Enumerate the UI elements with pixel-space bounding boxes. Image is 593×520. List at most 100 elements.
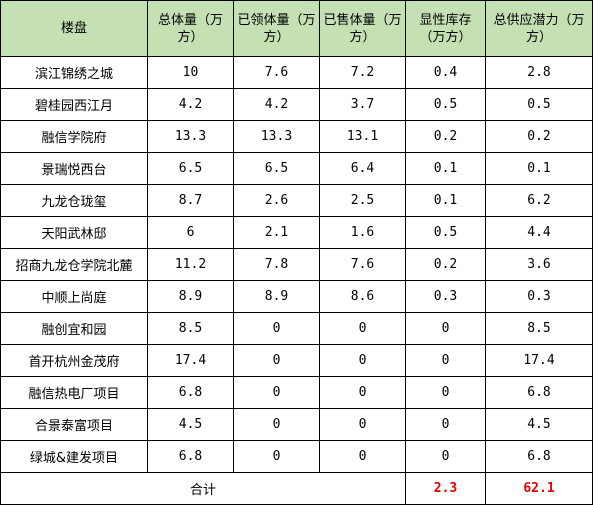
table-row: 绿城&建发项目 6.8 0 0 0 6.8 xyxy=(0,440,593,473)
table-row: 九龙仓珑玺 8.7 2.6 2.5 0.1 6.2 xyxy=(0,184,593,217)
table-row: 融信热电厂项目 6.8 0 0 0 6.8 xyxy=(0,376,593,409)
inventory-cell: 0.4 xyxy=(405,56,486,89)
total-volume-cell: 8.9 xyxy=(147,280,234,313)
project-name-cell: 中顺上尚庭 xyxy=(0,280,148,313)
total-volume-cell: 6.5 xyxy=(147,152,234,185)
inventory-cell: 0.5 xyxy=(405,216,486,249)
total-volume-cell: 8.5 xyxy=(147,312,234,345)
licensed-volume-cell: 8.9 xyxy=(233,280,320,313)
sold-volume-cell: 0 xyxy=(319,376,406,409)
col-header-supply-potential: 总供应潜力（万方） xyxy=(485,0,593,57)
supply-potential-cell: 0.1 xyxy=(485,152,593,185)
project-name-cell: 招商九龙仓学院北麓 xyxy=(0,248,148,281)
inventory-cell: 0.5 xyxy=(405,88,486,121)
sold-volume-cell: 7.2 xyxy=(319,56,406,89)
supply-table: 楼盘 总体量（万方） 已领体量（万方） 已售体量（万方） 显性库存（万方） 总供… xyxy=(0,0,593,505)
project-name-cell: 景瑞悦西台 xyxy=(0,152,148,185)
sold-volume-cell: 1.6 xyxy=(319,216,406,249)
project-name-cell: 融信学院府 xyxy=(0,120,148,153)
sold-volume-cell: 13.1 xyxy=(319,120,406,153)
licensed-volume-cell: 0 xyxy=(233,312,320,345)
total-inventory: 2.3 xyxy=(405,472,486,505)
supply-potential-cell: 8.5 xyxy=(485,312,593,345)
total-volume-cell: 4.2 xyxy=(147,88,234,121)
supply-potential-cell: 17.4 xyxy=(485,344,593,377)
total-volume-cell: 10 xyxy=(147,56,234,89)
project-name-cell: 融信热电厂项目 xyxy=(0,376,148,409)
licensed-volume-cell: 0 xyxy=(233,344,320,377)
table-row: 碧桂园西江月 4.2 4.2 3.7 0.5 0.5 xyxy=(0,88,593,121)
licensed-volume-cell: 2.6 xyxy=(233,184,320,217)
sold-volume-cell: 7.6 xyxy=(319,248,406,281)
inventory-cell: 0 xyxy=(405,408,486,441)
licensed-volume-cell: 2.1 xyxy=(233,216,320,249)
sold-volume-cell: 2.5 xyxy=(319,184,406,217)
sold-volume-cell: 6.4 xyxy=(319,152,406,185)
col-header-sold-volume: 已售体量（万方） xyxy=(319,0,406,57)
table-row: 天阳武林邸 6 2.1 1.6 0.5 4.4 xyxy=(0,216,593,249)
project-name-cell: 首开杭州金茂府 xyxy=(0,344,148,377)
total-row: 合计 2.3 62.1 xyxy=(0,472,593,505)
inventory-cell: 0.1 xyxy=(405,152,486,185)
header-row: 楼盘 总体量（万方） 已领体量（万方） 已售体量（万方） 显性库存（万方） 总供… xyxy=(0,0,593,57)
project-name-cell: 融创宜和园 xyxy=(0,312,148,345)
supply-potential-cell: 6.2 xyxy=(485,184,593,217)
project-name-cell: 碧桂园西江月 xyxy=(0,88,148,121)
table-row: 融信学院府 13.3 13.3 13.1 0.2 0.2 xyxy=(0,120,593,153)
supply-potential-cell: 4.4 xyxy=(485,216,593,249)
project-name-cell: 绿城&建发项目 xyxy=(0,440,148,473)
sold-volume-cell: 0 xyxy=(319,408,406,441)
supply-potential-cell: 3.6 xyxy=(485,248,593,281)
licensed-volume-cell: 13.3 xyxy=(233,120,320,153)
inventory-cell: 0 xyxy=(405,440,486,473)
total-volume-cell: 11.2 xyxy=(147,248,234,281)
col-header-inventory: 显性库存（万方） xyxy=(405,0,486,57)
project-name-cell: 合景泰富项目 xyxy=(0,408,148,441)
licensed-volume-cell: 0 xyxy=(233,440,320,473)
total-volume-cell: 17.4 xyxy=(147,344,234,377)
total-volume-cell: 6.8 xyxy=(147,440,234,473)
total-supply: 62.1 xyxy=(485,472,593,505)
inventory-cell: 0 xyxy=(405,376,486,409)
col-header-total-volume: 总体量（万方） xyxy=(147,0,234,57)
sold-volume-cell: 3.7 xyxy=(319,88,406,121)
inventory-cell: 0.1 xyxy=(405,184,486,217)
table-row: 融创宜和园 8.5 0 0 0 8.5 xyxy=(0,312,593,345)
supply-potential-cell: 0.5 xyxy=(485,88,593,121)
table-body: 滨江锦绣之城 10 7.6 7.2 0.4 2.8 碧桂园西江月 4.2 4.2 3.7 0.5 0.… xyxy=(0,56,593,473)
licensed-volume-cell: 7.6 xyxy=(233,56,320,89)
table-row: 合景泰富项目 4.5 0 0 0 4.5 xyxy=(0,408,593,441)
licensed-volume-cell: 0 xyxy=(233,376,320,409)
inventory-cell: 0 xyxy=(405,312,486,345)
supply-potential-cell: 2.8 xyxy=(485,56,593,89)
table-row: 中顺上尚庭 8.9 8.9 8.6 0.3 0.3 xyxy=(0,280,593,313)
table-row: 招商九龙仓学院北麓 11.2 7.8 7.6 0.2 3.6 xyxy=(0,248,593,281)
total-volume-cell: 4.5 xyxy=(147,408,234,441)
supply-potential-cell: 4.5 xyxy=(485,408,593,441)
sold-volume-cell: 0 xyxy=(319,344,406,377)
inventory-cell: 0.2 xyxy=(405,248,486,281)
total-label: 合计 xyxy=(0,472,406,505)
sold-volume-cell: 8.6 xyxy=(319,280,406,313)
total-volume-cell: 6.8 xyxy=(147,376,234,409)
inventory-cell: 0.3 xyxy=(405,280,486,313)
total-volume-cell: 13.3 xyxy=(147,120,234,153)
table-row: 滨江锦绣之城 10 7.6 7.2 0.4 2.8 xyxy=(0,56,593,89)
total-volume-cell: 6 xyxy=(147,216,234,249)
project-name-cell: 天阳武林邸 xyxy=(0,216,148,249)
total-volume-cell: 8.7 xyxy=(147,184,234,217)
licensed-volume-cell: 4.2 xyxy=(233,88,320,121)
project-name-cell: 九龙仓珑玺 xyxy=(0,184,148,217)
table-row: 景瑞悦西台 6.5 6.5 6.4 0.1 0.1 xyxy=(0,152,593,185)
supply-potential-cell: 6.8 xyxy=(485,440,593,473)
col-header-licensed-volume: 已领体量（万方） xyxy=(233,0,320,57)
licensed-volume-cell: 0 xyxy=(233,408,320,441)
inventory-cell: 0 xyxy=(405,344,486,377)
sold-volume-cell: 0 xyxy=(319,312,406,345)
supply-potential-cell: 6.8 xyxy=(485,376,593,409)
supply-potential-cell: 0.2 xyxy=(485,120,593,153)
sold-volume-cell: 0 xyxy=(319,440,406,473)
col-header-project: 楼盘 xyxy=(0,0,148,57)
project-name-cell: 滨江锦绣之城 xyxy=(0,56,148,89)
licensed-volume-cell: 7.8 xyxy=(233,248,320,281)
